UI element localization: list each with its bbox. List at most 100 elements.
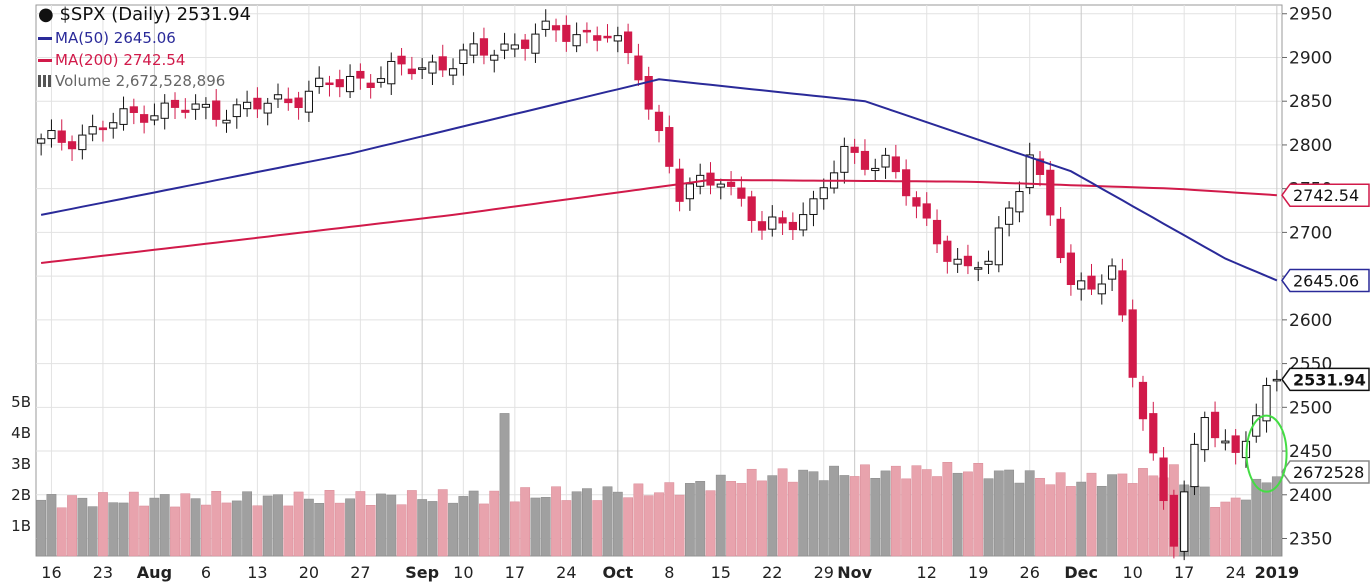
- volume-bar: [973, 463, 984, 557]
- candle-body: [140, 114, 149, 123]
- candle-body: [747, 196, 756, 221]
- volume-bar: [479, 503, 489, 557]
- candle-body: [428, 61, 437, 74]
- candle-body: [1107, 265, 1117, 280]
- volume-bar: [870, 478, 881, 557]
- right-label-box: [1281, 268, 1370, 293]
- volume-bar: [509, 501, 520, 557]
- candle-body: [376, 78, 386, 83]
- volume-bar: [1138, 468, 1148, 557]
- candle-body: [345, 75, 355, 93]
- date-tick-label: 29: [814, 563, 834, 582]
- date-axis: 16 23 Aug 6 13 20 27 Sep 10 17 24 Oct 8 15 22 29 Nov 12 19…: [41, 563, 1299, 582]
- price-tick-label: 2400: [1289, 486, 1332, 506]
- volume-bar: [808, 471, 819, 557]
- date-tick-label: 16: [41, 563, 61, 582]
- date-tick-label: 8: [664, 563, 674, 582]
- candle-body: [757, 221, 767, 231]
- date-tick-label: 26: [1020, 563, 1040, 582]
- volume-bar: [1189, 485, 1200, 557]
- right-label-value: 2645.06: [1293, 271, 1359, 290]
- volume-bar: [582, 488, 592, 557]
- volume-bar: [149, 497, 160, 557]
- candle-body: [448, 68, 458, 76]
- date-tick-label: 22: [762, 563, 782, 582]
- volume-bar: [1076, 481, 1087, 557]
- volume-bar: [963, 471, 973, 557]
- candle-body: [304, 90, 313, 113]
- date-tick-label: 24: [1225, 563, 1245, 582]
- volume-bar: [324, 490, 335, 557]
- volume-bar: [273, 494, 283, 557]
- candle-body: [572, 34, 581, 47]
- candle-body: [490, 54, 499, 61]
- candle-body: [891, 156, 900, 173]
- volume-bar: [67, 495, 77, 557]
- volume-bar: [787, 481, 798, 557]
- right-value-labels: 2742.54 2645.06 2531.94 2672528: [1281, 183, 1370, 484]
- candle-body: [1190, 443, 1199, 488]
- candle-body: [315, 77, 324, 88]
- candle-body: [809, 198, 818, 215]
- candle-body: [67, 141, 77, 150]
- candle-body: [716, 183, 725, 188]
- date-tick-label: 27: [350, 563, 370, 582]
- candle-body: [109, 122, 118, 129]
- volume-bar: [1024, 470, 1035, 557]
- candle-body: [181, 109, 190, 113]
- volume-bar: [46, 494, 57, 557]
- volume-bar: [993, 470, 1004, 557]
- volume-bar: [334, 502, 345, 557]
- volume-bar: [860, 464, 870, 557]
- legend-ma200: MA(200) 2742.54: [38, 51, 185, 69]
- candle-body: [1118, 270, 1127, 316]
- volume-bar: [231, 500, 242, 557]
- candle-body: [150, 115, 159, 121]
- candle-body: [871, 167, 880, 172]
- date-tick-label: 13: [247, 563, 267, 582]
- volume-bar: [396, 504, 407, 557]
- candle-body: [593, 35, 602, 41]
- volume-bar: [77, 497, 88, 557]
- candle-body: [984, 260, 993, 265]
- candle-body: [819, 187, 828, 200]
- date-tick-label: 20: [299, 563, 319, 582]
- candle-body: [212, 100, 221, 120]
- volume-bar: [365, 505, 376, 557]
- candle-body: [201, 103, 211, 108]
- candle-body: [634, 55, 643, 81]
- date-tick-label: Nov: [837, 563, 872, 582]
- candle-body: [98, 127, 108, 131]
- candle-body: [1015, 191, 1024, 213]
- candle-body: [1210, 411, 1220, 439]
- volume-bar: [242, 491, 252, 557]
- volume-bar: [890, 465, 901, 557]
- date-tick-label: 2019: [1255, 563, 1300, 582]
- candle-body: [1262, 384, 1271, 422]
- candle-body: [953, 258, 962, 265]
- volume-bar: [839, 475, 850, 557]
- volume-bar: [746, 468, 757, 557]
- candle-body: [284, 98, 293, 104]
- volume-bar: [571, 491, 582, 557]
- volume-bar: [118, 502, 129, 557]
- ma200-label: MA(200): [55, 51, 119, 69]
- volume-bar: [520, 487, 531, 557]
- volume-bar: [901, 478, 912, 557]
- candle-body: [129, 106, 138, 113]
- volume-bar: [283, 505, 294, 557]
- candle-body: [644, 75, 653, 110]
- volume-bar: [1086, 472, 1097, 557]
- candle-body: [438, 56, 447, 71]
- volume-bar: [1045, 484, 1056, 557]
- candle-body: [78, 134, 87, 151]
- price-tick-label: 2350: [1289, 530, 1332, 550]
- legend-volume: Volume 2,672,528,896: [38, 72, 225, 90]
- volume-bar: [1127, 483, 1138, 557]
- volume-bar: [1199, 486, 1210, 557]
- candle-body: [1159, 457, 1168, 502]
- volume-bar: [499, 413, 510, 557]
- candle-body: [1169, 494, 1178, 547]
- candle-body: [665, 127, 674, 167]
- volume-bar: [1251, 478, 1262, 557]
